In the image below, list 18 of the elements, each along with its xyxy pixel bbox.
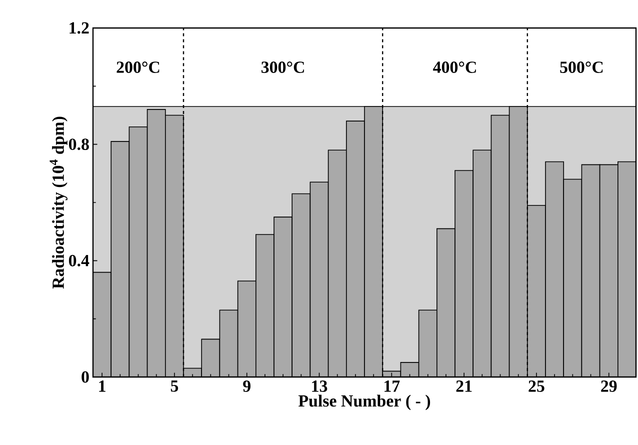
- x-tick-label: 29: [601, 380, 617, 392]
- x-tick-label: 25: [528, 380, 544, 392]
- y-tick-label: 0: [82, 371, 89, 383]
- x-tick-label: 9: [243, 380, 250, 392]
- annotation: 400°C: [433, 62, 476, 73]
- x-axis-title: Pulse Number ( - ): [298, 394, 430, 410]
- y-tick-label: 1.2: [70, 22, 89, 34]
- y-tick-label: 0.8: [68, 138, 89, 150]
- x-tick-label: 13: [312, 380, 328, 392]
- annotation: 300°C: [261, 62, 304, 73]
- annotation: 200°C: [116, 62, 160, 73]
- x-tick-label: 1: [99, 380, 106, 392]
- annotation: 500°C: [560, 62, 603, 73]
- y-tick-label: 0.4: [68, 254, 90, 266]
- x-tick-label: 17: [384, 380, 400, 392]
- x-tick-label: 21: [456, 380, 472, 392]
- y-axis-title: Radioactivity (10$^{4}$ dpm): [50, 116, 68, 289]
- x-tick-label: 5: [170, 380, 178, 392]
